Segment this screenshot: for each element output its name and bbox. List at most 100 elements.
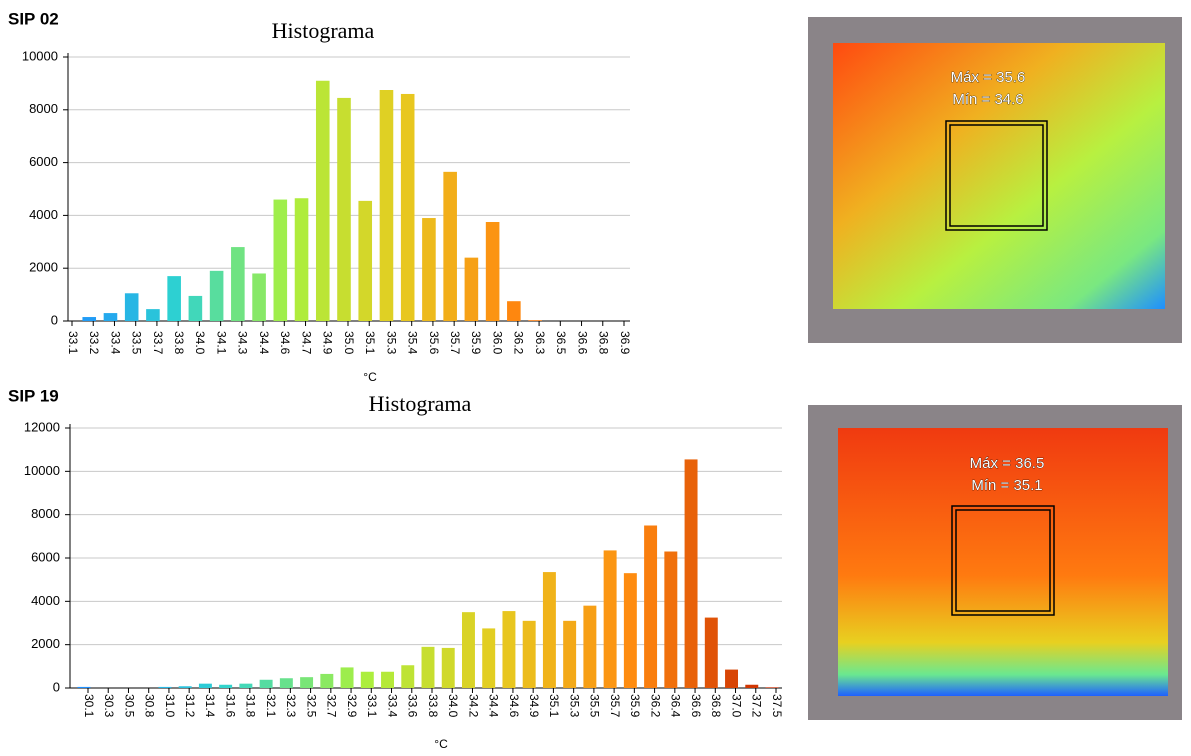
x-tick-label: 36.9: [618, 331, 632, 355]
thermal-label: Máx = 36.5: [970, 455, 1045, 472]
y-tick-label: 10000: [24, 463, 60, 478]
x-tick-label: 36.4: [669, 694, 683, 718]
x-tick-label: 33.1: [66, 331, 80, 355]
x-tick-label: 33.4: [385, 694, 399, 718]
bar: [465, 258, 479, 321]
bar: [401, 665, 414, 688]
bar: [422, 218, 436, 321]
x-tick-label: 33.1: [365, 694, 379, 718]
x-tick-label: 36.0: [490, 331, 504, 355]
chart-title: Histograma: [272, 18, 375, 43]
bar: [361, 672, 374, 688]
bar: [528, 320, 542, 321]
x-tick-label: 35.3: [567, 694, 581, 718]
bar: [523, 621, 536, 688]
bar: [381, 672, 394, 688]
x-tick-label: 37.5: [770, 694, 784, 718]
bar: [189, 296, 203, 321]
x-tick-label: 34.2: [466, 694, 480, 718]
bar: [624, 573, 637, 688]
x-tick-label: 32.3: [284, 694, 298, 718]
x-tick-label: 34.6: [507, 694, 521, 718]
y-tick-label: 2000: [31, 636, 60, 651]
x-tick-label: 35.7: [608, 694, 622, 718]
bar: [231, 247, 245, 321]
x-tick-label: 30.3: [102, 694, 116, 718]
bar: [725, 670, 738, 688]
bar: [664, 552, 677, 689]
y-tick-label: 8000: [29, 101, 58, 116]
bar: [210, 271, 224, 321]
x-tick-label: 32.1: [264, 694, 278, 718]
x-tick-label: 33.5: [130, 331, 144, 355]
bar: [219, 685, 232, 688]
thermal-label: Mín = 34.6: [952, 91, 1023, 108]
x-tick-label: 30.1: [82, 694, 96, 718]
bar: [543, 572, 556, 688]
x-tick-label: 34.0: [193, 331, 207, 355]
bar: [337, 98, 351, 321]
x-tick-label: 35.9: [469, 331, 483, 355]
x-tick-label: 31.2: [183, 694, 197, 718]
x-tick-label: 34.7: [299, 331, 313, 355]
x-tick-label: 34.4: [257, 331, 271, 355]
x-tick-label: 35.9: [628, 694, 642, 718]
y-tick-label: 6000: [31, 549, 60, 564]
chart-title: Histograma: [369, 391, 472, 416]
y-tick-label: 12000: [24, 419, 60, 434]
x-tick-label: 33.6: [406, 694, 420, 718]
bar: [158, 687, 171, 688]
bar: [502, 611, 515, 688]
bar: [199, 684, 212, 688]
x-tick-label: 32.7: [325, 694, 339, 718]
bar: [320, 674, 333, 688]
x-tick-label: 35.6: [427, 331, 441, 355]
x-tick-label: 36.6: [575, 331, 589, 355]
bar: [745, 685, 758, 688]
y-tick-label: 0: [51, 312, 58, 327]
bar: [462, 612, 475, 688]
bar: [300, 677, 313, 688]
x-tick-label: 36.6: [689, 694, 703, 718]
x-tick-label: 37.2: [750, 694, 764, 718]
x-tick-label: 33.2: [87, 331, 101, 355]
y-tick-label: 4000: [29, 207, 58, 222]
thermal-label: Mín = 35.1: [971, 477, 1042, 494]
x-tick-label: 30.8: [143, 694, 157, 718]
bar: [604, 550, 617, 688]
bar: [380, 90, 394, 321]
thermal-label: Máx = 35.6: [951, 69, 1026, 86]
bar: [482, 628, 495, 688]
y-tick-label: 2000: [29, 260, 58, 275]
x-tick-label: 34.6: [278, 331, 292, 355]
x-tick-label: 35.1: [363, 331, 377, 355]
figure: SIP 02Histograma°CMáx = 35.6Mín = 34.602…: [0, 0, 1191, 756]
x-axis-label: °C: [434, 737, 448, 751]
x-tick-label: 35.0: [342, 331, 356, 355]
x-tick-label: 35.7: [448, 331, 462, 355]
bar: [401, 94, 415, 321]
x-tick-label: 34.9: [527, 694, 541, 718]
bar: [78, 687, 91, 688]
panel-label: SIP 19: [8, 386, 59, 405]
x-tick-label: 36.2: [512, 331, 526, 355]
x-tick-label: 36.5: [554, 331, 568, 355]
x-tick-label: 33.4: [108, 331, 122, 355]
x-tick-label: 34.4: [487, 694, 501, 718]
x-tick-label: 33.8: [172, 331, 186, 355]
x-tick-label: 34.0: [446, 694, 460, 718]
x-tick-label: 32.5: [304, 694, 318, 718]
x-tick-label: 35.1: [547, 694, 561, 718]
bar: [146, 309, 160, 321]
bar: [507, 301, 521, 321]
bar: [260, 680, 273, 688]
bar: [705, 618, 718, 688]
x-tick-label: 31.0: [163, 694, 177, 718]
bar: [644, 526, 657, 689]
bar: [422, 647, 435, 688]
y-tick-label: 10000: [22, 48, 58, 63]
x-tick-label: 33.7: [151, 331, 165, 355]
bar: [583, 606, 596, 688]
bar: [252, 273, 266, 321]
x-tick-label: 31.8: [244, 694, 258, 718]
